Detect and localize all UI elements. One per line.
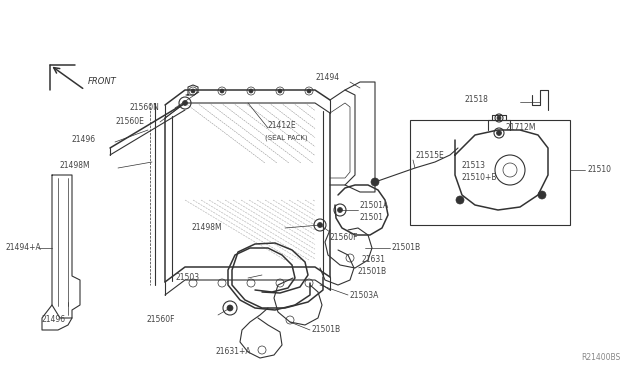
Text: 21560F: 21560F [147, 315, 175, 324]
Text: 21501B: 21501B [312, 326, 341, 334]
Text: (SEAL PACK): (SEAL PACK) [265, 135, 308, 141]
Text: 21560F: 21560F [330, 234, 358, 243]
Text: 21412E: 21412E [268, 121, 296, 129]
Text: 21494: 21494 [316, 74, 340, 83]
Text: R21400BS: R21400BS [580, 353, 620, 362]
Text: 21503A: 21503A [350, 291, 380, 299]
Text: 21631: 21631 [362, 256, 386, 264]
Bar [410, 120, 570, 225]
Text: 21498M: 21498M [60, 161, 91, 170]
Text: 21501A: 21501A [360, 201, 389, 209]
Text: 21501B: 21501B [358, 267, 387, 276]
Circle shape [249, 89, 253, 93]
Text: 21498M: 21498M [191, 224, 222, 232]
Circle shape [182, 100, 188, 106]
Text: 21518: 21518 [464, 96, 488, 105]
Circle shape [220, 89, 224, 93]
Text: 21496: 21496 [72, 135, 96, 144]
Circle shape [497, 131, 502, 135]
Circle shape [191, 89, 195, 93]
Circle shape [307, 89, 311, 93]
Text: 21560N: 21560N [130, 103, 160, 112]
Text: 21501B: 21501B [392, 244, 421, 253]
Circle shape [337, 208, 342, 212]
Circle shape [317, 222, 323, 228]
Text: FRONT: FRONT [88, 77, 116, 87]
Circle shape [497, 116, 501, 120]
Circle shape [278, 89, 282, 93]
Text: 21503: 21503 [176, 273, 200, 282]
Text: 21712M: 21712M [505, 124, 536, 132]
Circle shape [456, 196, 464, 204]
Text: 21510: 21510 [587, 166, 611, 174]
Text: 21494+A: 21494+A [5, 244, 41, 253]
Text: 21515E: 21515E [415, 151, 444, 160]
Circle shape [371, 178, 379, 186]
Circle shape [227, 305, 233, 311]
Text: 21501: 21501 [360, 214, 384, 222]
Text: 21496: 21496 [42, 315, 66, 324]
Text: 21560E: 21560E [115, 118, 144, 126]
Text: 21510+B: 21510+B [462, 173, 497, 183]
Text: 21631+A: 21631+A [215, 347, 251, 356]
Text: 21513: 21513 [462, 160, 486, 170]
Circle shape [538, 191, 546, 199]
